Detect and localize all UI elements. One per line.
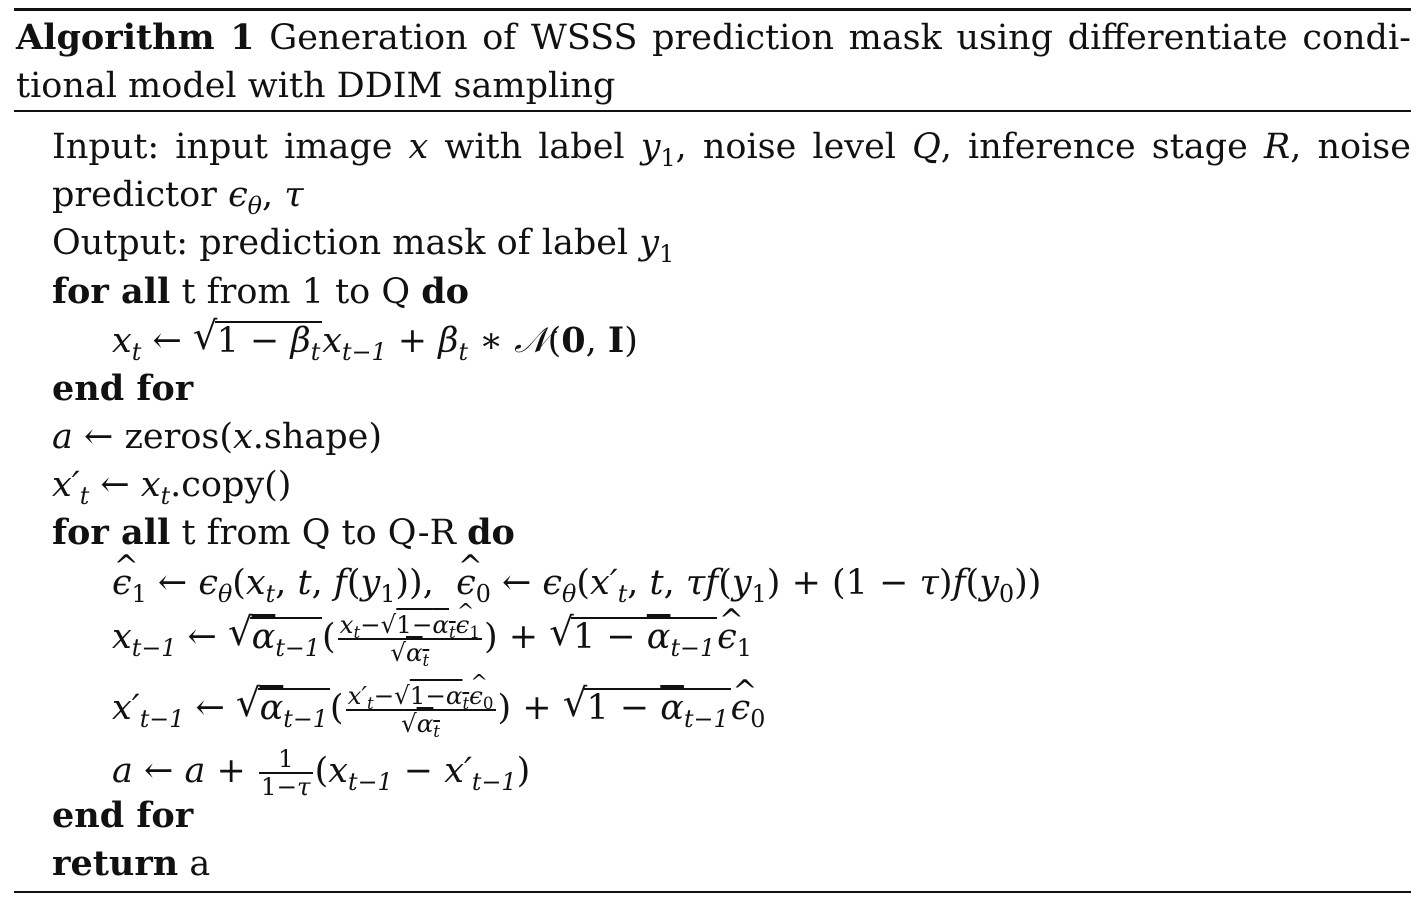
input-prefix: Input: input image: [52, 127, 393, 167]
input-line-1: Input: input image x with label y1, nois…: [52, 127, 1411, 172]
accumulate-difference: a ← a + 1 1−τ (xt−1 − x′t−1): [112, 744, 531, 801]
caption-line-1: Algorithm 1 Generation of WSSS predictio…: [16, 14, 1411, 62]
noise-predictions: ϵ1 ← ϵθ(xt, t, f(y1)), ϵ0 ← ϵθ(x′t, t, τ…: [112, 543, 1041, 607]
caption-rule: [14, 110, 1411, 112]
caption-title-part1: Generation of WSSS prediction mask using…: [269, 18, 1411, 58]
algorithm-label: Algorithm 1: [16, 17, 255, 58]
copy-call: .copy(): [170, 465, 292, 505]
do-keyword: do: [421, 271, 470, 312]
for-all-keyword-2: for all: [52, 512, 171, 553]
for-loop-1-header: for all t from 1 to Q do: [52, 268, 469, 316]
input-noise: , noise: [1290, 127, 1411, 167]
copy-latent: x′t ← xt.copy(): [52, 465, 292, 510]
algorithm-caption: Algorithm 1 Generation of WSSS predictio…: [16, 14, 1411, 110]
input-noise-level: , noise level: [675, 127, 896, 167]
init-accumulator: a ← zeros(x.shape): [52, 417, 383, 457]
input-line-2: predictor ϵθ, τ: [52, 175, 304, 220]
end-for-2: end for: [52, 792, 193, 840]
return-value: a: [189, 844, 211, 884]
shape-attr: .shape): [252, 417, 383, 457]
input-inference-stage: , inference stage: [940, 127, 1248, 167]
for-loop-2-header: for all t from Q to Q-R do: [52, 509, 515, 557]
end-for-keyword: end for: [52, 368, 194, 409]
input-with-label: with label: [444, 127, 625, 167]
output-line: Output: prediction mask of label y1: [52, 223, 675, 268]
return-keyword: return: [52, 843, 179, 884]
end-for-1: end for: [52, 365, 193, 413]
ddim-update-conditional: xt−1 ← √αt−1(xt−√1−αtϵ1√αt) + √1 − αt−1ϵ…: [112, 597, 752, 669]
forward-noise-step: xt ← √ 1 − βtxt−1 + βt ∗ 𝒩(0, I): [112, 314, 638, 366]
output-text: Output: prediction mask of label: [52, 223, 629, 263]
loop1-range: t from 1 to Q: [181, 272, 411, 312]
input-predictor: predictor: [52, 175, 217, 215]
for-all-keyword: for all: [52, 271, 171, 312]
return-line: return a: [52, 840, 210, 888]
loop2-range: t from Q to Q-R: [181, 513, 456, 553]
end-for-keyword-2: end for: [52, 795, 194, 836]
top-rule: [14, 8, 1411, 11]
bottom-rule: [14, 891, 1411, 893]
caption-title-part2: tional model with DDIM sampling: [16, 66, 616, 106]
zeros-call: zeros(: [124, 417, 234, 457]
ddim-update-mixed: x′t−1 ← √αt−1(x′t−√1−αtϵ0√αt) + √1 − αt−…: [112, 668, 765, 740]
